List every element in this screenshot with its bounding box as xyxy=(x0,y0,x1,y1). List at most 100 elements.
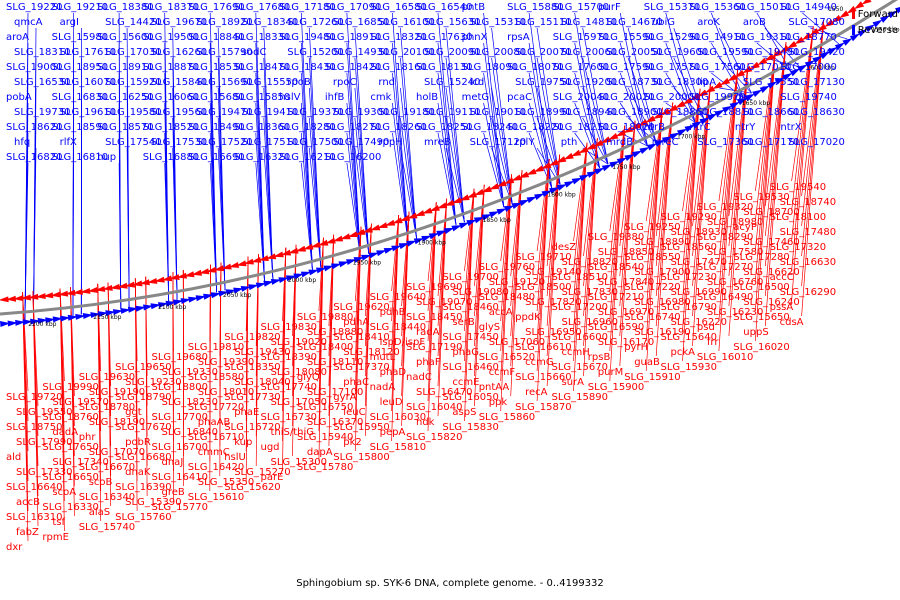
reverse-gene-label: SLG_18730 xyxy=(606,77,662,88)
reverse-gene-feature xyxy=(744,93,755,102)
forward-connector-line xyxy=(474,184,485,287)
reverse-connector-line xyxy=(445,27,465,223)
forward-connector-line xyxy=(209,264,211,492)
reverse-gene-label: SLG_17590 xyxy=(598,62,654,73)
forward-gene-label: SLG_18800 xyxy=(152,382,208,393)
reverse-gene-feature xyxy=(165,300,176,307)
forward-gene-label: SLG_16500 xyxy=(733,282,789,293)
reverse-gene-label: rppH xyxy=(378,137,402,148)
forward-gene-label: SLG_18400 xyxy=(297,342,353,353)
reverse-gene-label: SLG_19670 xyxy=(151,17,207,28)
reverse-gene-label: SLG_20050 xyxy=(606,47,662,58)
reverse-gene-label: qmcA xyxy=(14,17,43,28)
reverse-gene-feature xyxy=(669,132,680,140)
forward-connector-line xyxy=(145,276,148,497)
forward-gene-feature xyxy=(221,263,232,270)
reverse-gene-feature xyxy=(489,211,500,218)
forward-gene-label: SLG_15670 xyxy=(552,362,608,373)
forward-gene-feature xyxy=(35,293,46,299)
reverse-gene-label: SLG_17000 xyxy=(780,62,836,73)
forward-gene-label: SLG_16760 xyxy=(707,277,763,288)
forward-connector-line xyxy=(583,138,598,377)
reverse-gene-label: SLG_18330 xyxy=(234,32,290,43)
reverse-gene-label: SLG_18420 xyxy=(325,62,381,73)
reverse-gene-label: SLG_15200 xyxy=(287,47,343,58)
reverse-gene-feature xyxy=(52,316,63,323)
forward-gene-feature xyxy=(585,143,597,150)
reverse-connector-line xyxy=(346,42,361,257)
reverse-swatch-icon xyxy=(852,25,855,35)
legend-forward: Forward xyxy=(852,6,898,22)
forward-gene-label: SLG_15820 xyxy=(406,432,462,443)
forward-gene-label: dapA xyxy=(307,447,333,458)
forward-gene-label: SLG_17210 xyxy=(588,292,644,303)
forward-gene-label: SLG_18190 xyxy=(89,417,145,428)
forward-gene-feature xyxy=(213,265,225,272)
reverse-gene-feature xyxy=(692,121,703,129)
reverse-gene-feature xyxy=(466,219,477,226)
reverse-gene-label: SLG_19610 xyxy=(60,107,116,118)
reverse-gene-feature xyxy=(0,321,11,327)
reverse-gene-label: SLG_16850 xyxy=(333,17,389,28)
reverse-connector-line xyxy=(711,72,744,98)
forward-gene-label: phaAB xyxy=(198,417,231,428)
forward-gene-label: SLG_19680 xyxy=(152,352,208,363)
forward-gene-feature xyxy=(161,275,173,282)
forward-gene-label: greB xyxy=(162,487,185,498)
reverse-gene-label: SLG_18920 xyxy=(196,17,252,28)
forward-gene-label: accA xyxy=(489,307,513,318)
reverse-connector-line xyxy=(354,87,370,254)
reverse-gene-label: SLG_17520 xyxy=(196,137,252,148)
forward-gene-label: SLG_19020 xyxy=(271,337,327,348)
forward-gene-label: SLG_18120 xyxy=(343,347,399,358)
reverse-gene-feature xyxy=(473,217,485,224)
reverse-gene-label: SLG_18380 xyxy=(97,2,153,13)
forward-gene-label: SLG_16030 xyxy=(370,412,426,423)
forward-gene-label: SLG_16240 xyxy=(743,297,799,308)
forward-gene-feature xyxy=(466,191,478,198)
reverse-gene-label: ihfB xyxy=(325,92,345,103)
forward-gene-label: phr xyxy=(79,432,97,443)
forward-connector-line xyxy=(609,125,626,292)
forward-gene-label: ppdK xyxy=(515,312,541,323)
forward-gene-label: SLG_16680 xyxy=(115,452,171,463)
reverse-gene-label: SLG_18210 xyxy=(553,122,609,133)
forward-gene-label: SLG_17220 xyxy=(624,282,680,293)
forward-gene-label: purM xyxy=(598,367,623,378)
reverse-gene-label: mrdB xyxy=(606,137,633,148)
forward-gene-feature xyxy=(347,231,359,237)
reverse-gene-feature xyxy=(158,302,169,308)
forward-gene-feature xyxy=(489,183,500,190)
reverse-gene-label: SLG_19200 xyxy=(561,77,617,88)
reverse-connector-line xyxy=(118,162,122,309)
reverse-gene-feature xyxy=(571,177,583,185)
reverse-gene-label: aroA xyxy=(6,32,29,43)
reverse-gene-label: SLG_15010 xyxy=(735,2,791,13)
reverse-connector-line xyxy=(255,162,265,282)
reverse-connector-line xyxy=(400,57,417,239)
reverse-connector-line xyxy=(392,72,409,242)
forward-gene-feature xyxy=(719,77,731,86)
forward-gene-feature xyxy=(191,269,202,276)
forward-gene-label: ccmH xyxy=(562,347,590,358)
reverse-gene-label: SLG_17680 xyxy=(234,2,290,13)
forward-connector-line xyxy=(219,262,222,477)
reverse-gene-label: SLG_19480 xyxy=(279,32,335,43)
reverse-gene-feature xyxy=(526,196,537,204)
scale-tick-label: 1750 kbp xyxy=(612,164,640,171)
forward-connector-line xyxy=(391,214,400,442)
reverse-gene-label: SLG_15970 xyxy=(553,32,609,43)
reverse-gene-label: SLG_14810 xyxy=(561,17,617,28)
reverse-gene-feature xyxy=(511,202,522,209)
forward-gene-label: pk2 xyxy=(343,437,362,448)
reverse-gene-label: ntrY xyxy=(735,122,756,133)
forward-gene-label: pyrH xyxy=(624,342,648,353)
reverse-connector-line xyxy=(627,117,657,143)
reverse-gene-label: SLG_18990 xyxy=(515,107,571,118)
forward-gene-label: cmmC xyxy=(198,447,230,458)
forward-gene-feature xyxy=(690,93,701,101)
reverse-connector-line xyxy=(619,42,648,146)
forward-gene-feature xyxy=(779,45,790,53)
reverse-gene-feature xyxy=(421,235,432,242)
forward-gene-label: SLG_16590 xyxy=(588,322,644,333)
